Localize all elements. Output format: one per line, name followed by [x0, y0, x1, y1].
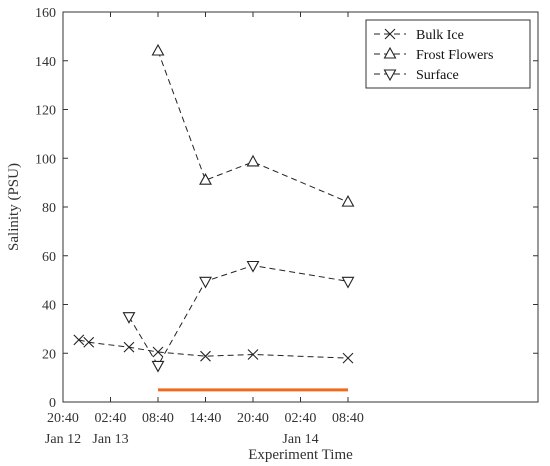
data-point-frost-flowers — [151, 43, 165, 56]
x-tick-label: 20:40 — [237, 411, 269, 426]
series-line-surface — [128, 264, 349, 367]
data-point-frost-flowers — [199, 173, 212, 185]
x-tick-date-label: Jan 14 — [282, 432, 318, 447]
series-surface — [122, 260, 355, 373]
data-point-bulk-ice — [247, 349, 259, 360]
y-tick-label: 40 — [42, 299, 56, 314]
data-point-surface — [122, 312, 136, 324]
y-axis-ticks: 0 20 40 60 80 100 120 140 160 — [35, 6, 538, 411]
y-tick-label: 140 — [35, 55, 56, 70]
data-point-bulk-ice — [73, 334, 85, 346]
y-tick-label: 80 — [42, 201, 56, 216]
legend-label: Bulk Ice — [416, 28, 464, 43]
data-point-bulk-ice — [123, 341, 135, 353]
series-layer — [73, 43, 355, 373]
x-tick-label: 14:40 — [190, 411, 222, 426]
data-point-bulk-ice — [83, 336, 95, 348]
data-point-bulk-ice — [342, 352, 354, 364]
legend-marker-bulk-ice — [384, 28, 396, 40]
y-tick-label: 20 — [42, 347, 56, 362]
y-tick-label: 60 — [42, 250, 56, 265]
x-axis-ticks: 20:40 Jan 12 02:40 Jan 13 08:40 14:40 20:40 02:… — [45, 12, 364, 447]
legend-item-frost-flowers: Frost Flowers — [374, 46, 493, 63]
x-axis-title: Experiment Time — [248, 447, 353, 463]
series-frost-flowers — [151, 43, 355, 207]
legend-marker-frost-flowers — [383, 46, 397, 59]
legend-marker-surface — [383, 69, 397, 82]
series-line-frost-flowers — [157, 50, 349, 203]
y-tick-label: 120 — [35, 104, 56, 119]
y-tick-label: 0 — [49, 396, 56, 411]
x-tick-label: 08:40 — [142, 411, 174, 426]
x-tick-date-label: Jan 13 — [92, 432, 128, 447]
x-tick-date-label: Jan 12 — [45, 432, 81, 447]
series-line-bulk-ice — [78, 339, 349, 359]
data-point-frost-flowers — [246, 154, 260, 167]
data-point-surface — [151, 360, 165, 373]
x-tick-label: 20:40 — [47, 411, 79, 426]
y-tick-label: 160 — [35, 6, 56, 21]
legend: Bulk Ice Frost Flowers Surface — [365, 19, 531, 89]
y-axis-title: Salinity (PSU) — [6, 163, 22, 251]
data-point-surface — [199, 276, 212, 289]
data-point-surface — [246, 260, 260, 273]
data-point-bulk-ice — [200, 350, 211, 362]
legend-label: Frost Flowers — [416, 48, 493, 63]
x-tick-label: 02:40 — [95, 411, 127, 426]
legend-label: Surface — [416, 68, 459, 83]
y-tick-label: 100 — [35, 152, 56, 167]
legend-item-surface: Surface — [374, 68, 459, 83]
data-point-frost-flowers — [341, 194, 355, 207]
data-point-bulk-ice — [152, 346, 164, 358]
series-bulk-ice — [73, 334, 354, 364]
x-tick-label: 02:40 — [285, 411, 317, 426]
legend-item-bulk-ice: Bulk Ice — [374, 28, 464, 43]
data-point-surface — [341, 276, 355, 289]
x-tick-label: 08:40 — [332, 411, 364, 426]
